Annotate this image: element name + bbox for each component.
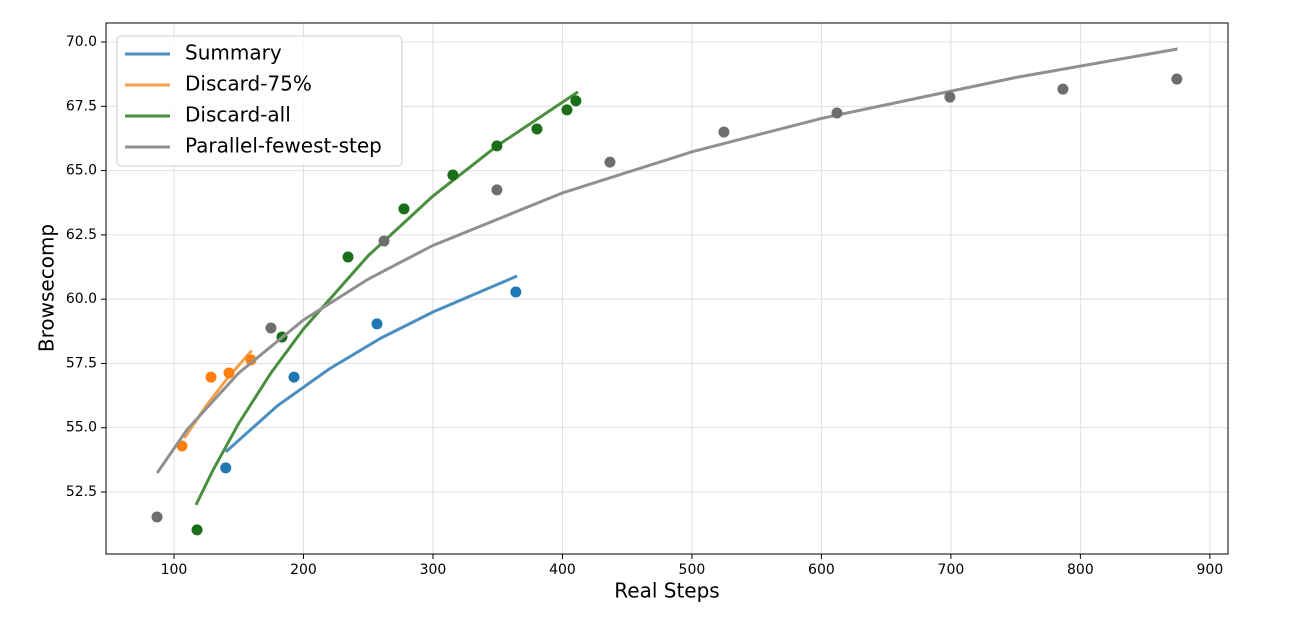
legend-box [116,35,403,167]
point [265,322,277,334]
legend-label: Discard-all [185,103,291,127]
point [510,286,522,298]
point [831,107,843,119]
legend-label: Summary [185,41,282,65]
point [151,511,163,523]
y-axis-label: Browsecomp [35,224,59,352]
point [561,104,573,116]
point [447,169,459,181]
point [342,251,354,263]
x-tick-label: 200 [290,562,317,578]
point [223,367,235,379]
y-tick-label: 65.0 [66,163,97,179]
plot-frame [105,22,1229,555]
fit-line [155,47,1178,474]
point [191,524,203,536]
point [205,371,217,383]
point [378,235,390,247]
x-tick-label: 700 [938,562,965,578]
y-tick-label: 62.5 [66,227,97,243]
x-tick-label: 300 [420,562,447,578]
y-tick-label: 57.5 [66,355,97,371]
point [604,156,616,168]
x-tick-label: 500 [679,562,706,578]
point [220,462,232,474]
y-tick-label: 60.0 [66,291,97,307]
legend: Summary Discard-75% Discard-all Parallel-fe… [116,35,403,167]
x-tick-label: 400 [549,562,576,578]
fit-line [194,90,579,506]
point [531,123,543,135]
point [570,95,582,107]
y-tick-label: 70.0 [66,34,97,50]
y-tick-label: 52.5 [66,484,97,500]
x-tick-label: 100 [161,562,188,578]
x-tick-label: 800 [1067,562,1094,578]
point [491,140,503,152]
point [1171,73,1183,85]
y-tick-label: 67.5 [66,98,97,114]
point [288,371,300,383]
point [944,91,956,103]
point [371,318,383,330]
point [245,354,257,366]
fit-line [224,274,518,454]
point [491,184,503,196]
x-tick-label: 600 [808,562,835,578]
legend-label: Discard-75% [185,72,312,96]
legend-label: Parallel-fewest-step [185,134,382,158]
point [1057,83,1069,95]
point [398,203,410,215]
x-axis-label: Real Steps [614,579,719,603]
y-tick-label: 55.0 [66,420,97,436]
x-tick-label: 900 [1197,562,1224,578]
point [718,126,730,138]
